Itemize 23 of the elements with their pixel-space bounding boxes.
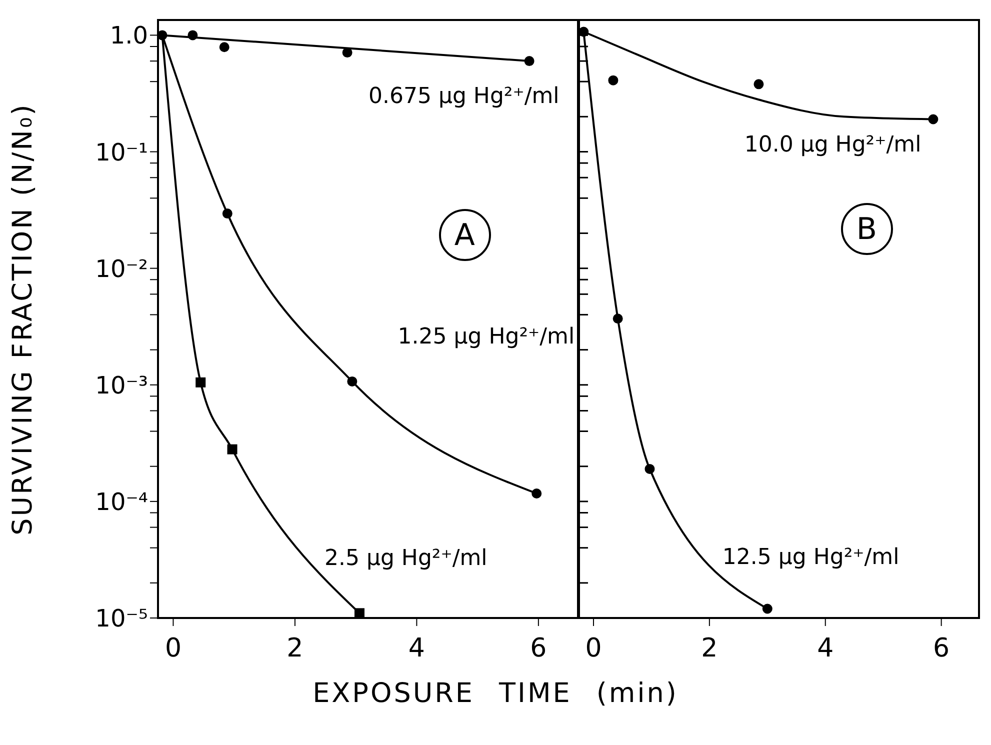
x-tick-label: 6 xyxy=(933,633,950,664)
annotation: B xyxy=(856,212,878,247)
y-tick-label: 10⁻¹ xyxy=(95,138,148,166)
annotation: A xyxy=(454,218,475,253)
x-tick-label: 2 xyxy=(286,633,304,664)
y-tick-label: 1.0 xyxy=(110,22,148,50)
y-axis-title: SURVIVING FRACTION (N/N₀) xyxy=(8,102,39,536)
y-tick-label: 10⁻⁴ xyxy=(95,488,148,516)
x-tick-label: 4 xyxy=(817,633,834,664)
text: 1.25 μg Hg²⁺/ml xyxy=(398,324,575,350)
x-tick-label: 4 xyxy=(408,633,425,664)
x-tick-label: 6 xyxy=(530,633,547,664)
series-label: 10.0 μg Hg²⁺/ml xyxy=(744,132,922,158)
series-label: 2.5 μg Hg²⁺/ml xyxy=(324,546,488,572)
x-tick-label: 0 xyxy=(164,633,182,664)
x-tick-label: 2 xyxy=(701,633,718,664)
y-tick-label: 10⁻² xyxy=(95,254,148,283)
y-tick-label: 10⁻⁵ xyxy=(95,604,148,633)
x-axis-title: EXPOSURE TIME (min) xyxy=(312,678,680,709)
series-label: 0.675 μg Hg²⁺/ml xyxy=(368,84,560,110)
x-tick-label: 0 xyxy=(585,633,602,664)
series-label: 12.5 μg Hg²⁺/ml xyxy=(722,544,900,570)
y-tick-label: 10⁻³ xyxy=(95,371,148,400)
